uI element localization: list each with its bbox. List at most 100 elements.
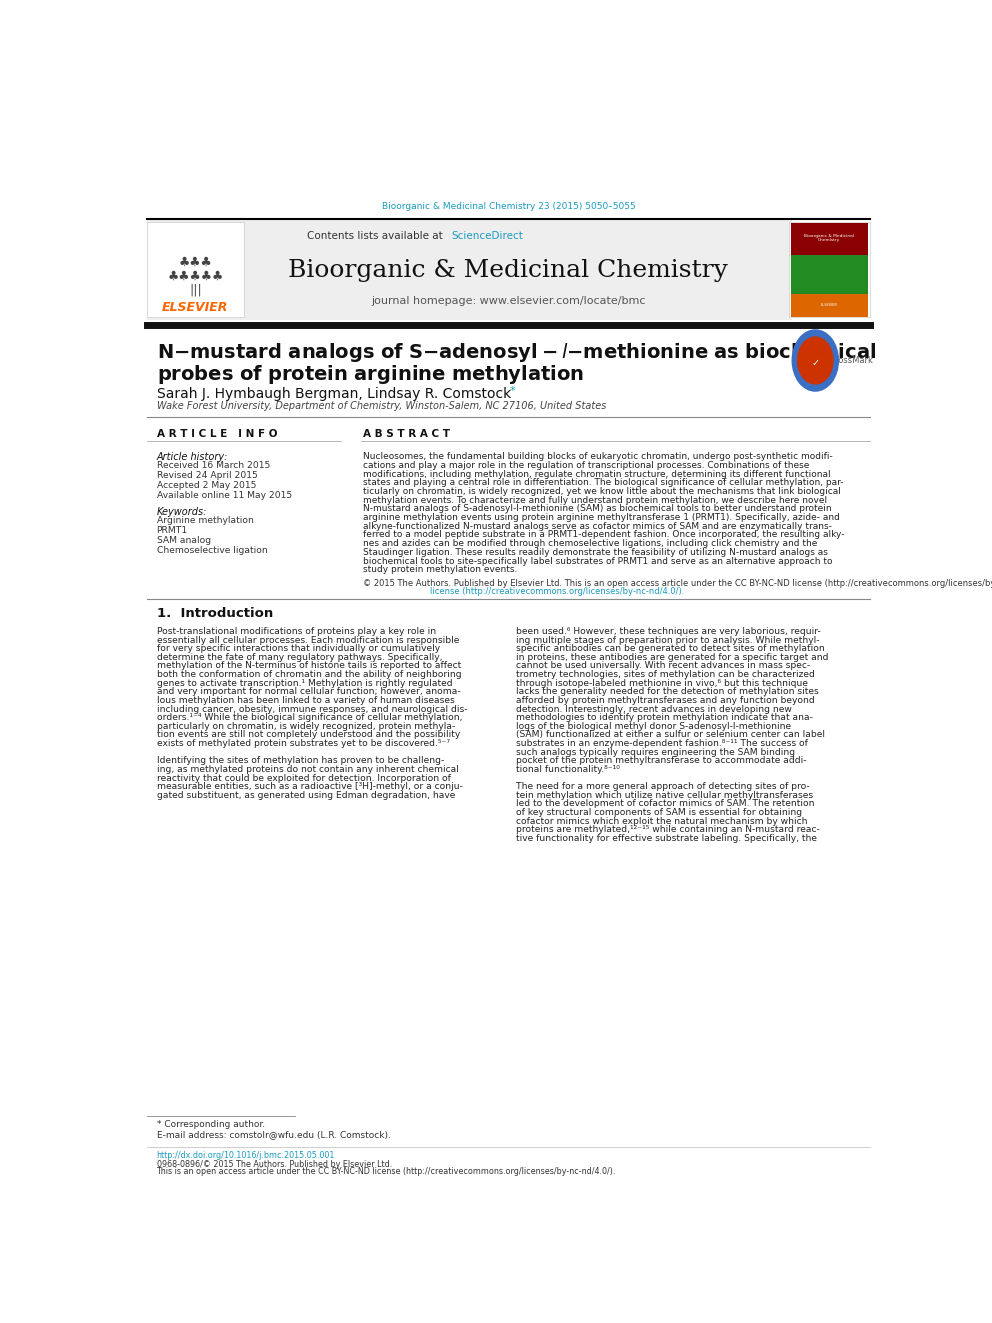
- Text: The need for a more general approach of detecting sites of pro-: The need for a more general approach of …: [516, 782, 809, 791]
- Text: led to the development of cofactor mimics of SAM. The retention: led to the development of cofactor mimic…: [516, 799, 814, 808]
- Text: ♣♣♣
♣♣♣♣♣
|||: ♣♣♣ ♣♣♣♣♣ |||: [168, 255, 223, 296]
- Text: particularly on chromatin, is widely recognized, protein methyla-: particularly on chromatin, is widely rec…: [157, 722, 454, 730]
- Text: tive functionality for effective substrate labeling. Specifically, the: tive functionality for effective substra…: [516, 833, 817, 843]
- FancyBboxPatch shape: [789, 222, 870, 316]
- Text: ELSEVIER: ELSEVIER: [162, 300, 228, 314]
- Text: genes to activate transcription.¹ Methylation is rightly regulated: genes to activate transcription.¹ Methyl…: [157, 679, 452, 688]
- Text: methylation of the N-terminus of histone tails is reported to affect: methylation of the N-terminus of histone…: [157, 662, 461, 671]
- Text: $\mathbf{N}$$\mathbf{-mustard\ analogs\ of\ }$$\mathbf{S}$$\mathbf{-adenosyl-}$$: $\mathbf{N}$$\mathbf{-mustard\ analogs\ …: [157, 341, 876, 364]
- Text: of key structural components of SAM is essential for obtaining: of key structural components of SAM is e…: [516, 808, 803, 818]
- Text: PRMT1: PRMT1: [157, 527, 187, 534]
- Text: tein methylation which utilize native cellular methyltransferases: tein methylation which utilize native ce…: [516, 791, 813, 800]
- Text: methylation events. To characterize and fully understand protein methylation, we: methylation events. To characterize and …: [363, 496, 826, 504]
- Text: afforded by protein methyltransferases and any function beyond: afforded by protein methyltransferases a…: [516, 696, 814, 705]
- Text: cannot be used universally. With recent advances in mass spec-: cannot be used universally. With recent …: [516, 662, 810, 671]
- Text: tional functionality.⁸⁻¹⁰: tional functionality.⁸⁻¹⁰: [516, 765, 620, 774]
- Text: N-mustard analogs of S-adenosyl-l-methionine (SAM) as biochemical tools to bette: N-mustard analogs of S-adenosyl-l-methio…: [363, 504, 831, 513]
- Text: Bioorganic & Medicinal
Chemistry: Bioorganic & Medicinal Chemistry: [805, 234, 854, 242]
- Text: states and playing a central role in differentiation. The biological significanc: states and playing a central role in dif…: [363, 478, 843, 487]
- Text: Contents lists available at: Contents lists available at: [308, 230, 449, 241]
- Text: Post-translational modifications of proteins play a key role in: Post-translational modifications of prot…: [157, 627, 435, 636]
- Text: measurable entities, such as a radioactive [³H]-methyl, or a conju-: measurable entities, such as a radioacti…: [157, 782, 462, 791]
- Circle shape: [793, 329, 838, 392]
- Text: Staudinger ligation. These results readily demonstrate the feasibility of utiliz: Staudinger ligation. These results readi…: [363, 548, 827, 557]
- Text: tion events are still not completely understood and the possibility: tion events are still not completely und…: [157, 730, 460, 740]
- Text: (SAM) functionalized at either a sulfur or selenium center can label: (SAM) functionalized at either a sulfur …: [516, 730, 825, 740]
- Text: lous methylation has been linked to a variety of human diseases: lous methylation has been linked to a va…: [157, 696, 454, 705]
- Text: SAM analog: SAM analog: [157, 536, 210, 545]
- Text: Sarah J. Hymbaugh Bergman, Lindsay R. Comstock: Sarah J. Hymbaugh Bergman, Lindsay R. Co…: [157, 386, 511, 401]
- Text: reactivity that could be exploited for detection. Incorporation of: reactivity that could be exploited for d…: [157, 774, 450, 782]
- FancyBboxPatch shape: [147, 221, 792, 320]
- Text: * Corresponding author.: * Corresponding author.: [157, 1121, 265, 1130]
- Text: http://dx.doi.org/10.1016/j.bmc.2015.05.001: http://dx.doi.org/10.1016/j.bmc.2015.05.…: [157, 1151, 335, 1160]
- Text: modifications, including methylation, regulate chromatin structure, determining : modifications, including methylation, re…: [363, 470, 830, 479]
- Text: substrates in an enzyme-dependent fashion.⁸⁻¹¹ The success of: substrates in an enzyme-dependent fashio…: [516, 740, 808, 747]
- Text: Bioorganic & Medicinal Chemistry: Bioorganic & Medicinal Chemistry: [289, 259, 728, 282]
- Text: pocket of the protein methyltransferase to accommodate addi-: pocket of the protein methyltransferase …: [516, 757, 806, 765]
- Text: exists of methylated protein substrates yet to be discovered.⁵⁻⁷: exists of methylated protein substrates …: [157, 740, 449, 747]
- Text: Article history:: Article history:: [157, 452, 228, 462]
- Text: cations and play a major role in the regulation of transcriptional processes. Co: cations and play a major role in the reg…: [363, 460, 809, 470]
- Text: alkyne-functionalized N-mustard analogs serve as cofactor mimics of SAM and are : alkyne-functionalized N-mustard analogs …: [363, 521, 831, 531]
- Text: detection. Interestingly, recent advances in developing new: detection. Interestingly, recent advance…: [516, 705, 792, 713]
- Text: nes and azides can be modified through chemoselective ligations, including click: nes and azides can be modified through c…: [363, 540, 817, 548]
- Text: Wake Forest University, Department of Chemistry, Winston-Salem, NC 27106, United: Wake Forest University, Department of Ch…: [157, 401, 606, 411]
- Text: A R T I C L E   I N F O: A R T I C L E I N F O: [157, 430, 277, 439]
- Text: 0968-0896/© 2015 The Authors. Published by Elsevier Ltd.: 0968-0896/© 2015 The Authors. Published …: [157, 1160, 392, 1168]
- Text: Arginine methylation: Arginine methylation: [157, 516, 253, 525]
- Text: and very important for normal cellular function; however, anoma-: and very important for normal cellular f…: [157, 687, 460, 696]
- Text: through isotope-labeled methionine in vivo,⁶ but this technique: through isotope-labeled methionine in vi…: [516, 679, 808, 688]
- Text: cofactor mimics which exploit the natural mechanism by which: cofactor mimics which exploit the natura…: [516, 816, 807, 826]
- Text: lacks the generality needed for the detection of methylation sites: lacks the generality needed for the dete…: [516, 687, 819, 696]
- Text: Nucleosomes, the fundamental building blocks of eukaryotic chromatin, undergo po: Nucleosomes, the fundamental building bl…: [363, 452, 832, 462]
- Text: Chemoselective ligation: Chemoselective ligation: [157, 546, 267, 556]
- Text: gated substituent, as generated using Edman degradation, have: gated substituent, as generated using Ed…: [157, 791, 455, 800]
- Text: © 2015 The Authors. Published by Elsevier Ltd. This is an open access article un: © 2015 The Authors. Published by Elsevie…: [363, 578, 992, 587]
- Text: ing, as methylated proteins do not contain any inherent chemical: ing, as methylated proteins do not conta…: [157, 765, 458, 774]
- Text: specific antibodies can be generated to detect sites of methylation: specific antibodies can be generated to …: [516, 644, 825, 654]
- Text: logs of the biological methyl donor S-adenosyl-l-methionine: logs of the biological methyl donor S-ad…: [516, 722, 792, 730]
- FancyBboxPatch shape: [147, 222, 244, 316]
- Text: ticularly on chromatin, is widely recognized, yet we know little about the mecha: ticularly on chromatin, is widely recogn…: [363, 487, 840, 496]
- Text: methodologies to identify protein methylation indicate that ana-: methodologies to identify protein methyl…: [516, 713, 813, 722]
- Text: determine the fate of many regulatory pathways. Specifically,: determine the fate of many regulatory pa…: [157, 652, 442, 662]
- Text: Accepted 2 May 2015: Accepted 2 May 2015: [157, 482, 256, 491]
- Text: ScienceDirect: ScienceDirect: [451, 230, 523, 241]
- Text: including cancer, obesity, immune responses, and neurological dis-: including cancer, obesity, immune respon…: [157, 705, 467, 713]
- Text: trometry technologies, sites of methylation can be characterized: trometry technologies, sites of methylat…: [516, 669, 815, 679]
- Text: ELSEVIER: ELSEVIER: [820, 303, 837, 307]
- Text: in proteins, these antibodies are generated for a specific target and: in proteins, these antibodies are genera…: [516, 652, 828, 662]
- Text: Keywords:: Keywords:: [157, 507, 207, 517]
- Text: journal homepage: www.elsevier.com/locate/bmc: journal homepage: www.elsevier.com/locat…: [371, 296, 646, 306]
- Text: biochemical tools to site-specifically label substrates of PRMT1 and serve as an: biochemical tools to site-specifically l…: [363, 557, 832, 565]
- Text: E-mail address: comstolr@wfu.edu (L.R. Comstock).: E-mail address: comstolr@wfu.edu (L.R. C…: [157, 1130, 391, 1139]
- Text: Revised 24 April 2015: Revised 24 April 2015: [157, 471, 257, 480]
- Text: A B S T R A C T: A B S T R A C T: [363, 430, 449, 439]
- Text: Received 16 March 2015: Received 16 March 2015: [157, 462, 270, 471]
- Text: been used.⁶ However, these techniques are very laborious, requir-: been used.⁶ However, these techniques ar…: [516, 627, 821, 636]
- Text: license (http://creativecommons.org/licenses/by-nc-nd/4.0/).: license (http://creativecommons.org/lice…: [431, 587, 684, 597]
- Text: study protein methylation events.: study protein methylation events.: [363, 565, 517, 574]
- Text: ✓: ✓: [811, 357, 819, 368]
- Text: $\mathbf{probes\ of\ protein\ arginine\ methylation}$: $\mathbf{probes\ of\ protein\ arginine\ …: [157, 363, 583, 386]
- Text: both the conformation of chromatin and the ability of neighboring: both the conformation of chromatin and t…: [157, 669, 461, 679]
- Text: This is an open access article under the CC BY-NC-ND license (http://creativecom: This is an open access article under the…: [157, 1167, 616, 1176]
- FancyBboxPatch shape: [791, 222, 868, 255]
- FancyBboxPatch shape: [791, 294, 868, 316]
- Text: Bioorganic & Medicinal Chemistry 23 (2015) 5050–5055: Bioorganic & Medicinal Chemistry 23 (201…: [382, 202, 635, 210]
- Text: 1.  Introduction: 1. Introduction: [157, 607, 273, 620]
- Text: Available online 11 May 2015: Available online 11 May 2015: [157, 491, 292, 500]
- Text: essentially all cellular processes. Each modification is responsible: essentially all cellular processes. Each…: [157, 635, 459, 644]
- Circle shape: [798, 337, 833, 384]
- Text: such analogs typically requires engineering the SAM binding: such analogs typically requires engineer…: [516, 747, 796, 757]
- Text: ferred to a model peptide substrate in a PRMT1-dependent fashion. Once incorpora: ferred to a model peptide substrate in a…: [363, 531, 844, 540]
- FancyBboxPatch shape: [791, 255, 868, 294]
- Text: CrossMark: CrossMark: [829, 356, 873, 365]
- Text: arginine methylation events using protein arginine methyltransferase 1 (PRMT1). : arginine methylation events using protei…: [363, 513, 839, 523]
- Text: orders.¹⁻⁴ While the biological significance of cellular methylation,: orders.¹⁻⁴ While the biological signific…: [157, 713, 462, 722]
- Text: proteins are methylated,¹²⁻¹⁵ while containing an N-mustard reac-: proteins are methylated,¹²⁻¹⁵ while cont…: [516, 826, 820, 835]
- Text: ing multiple stages of preparation prior to analysis. While methyl-: ing multiple stages of preparation prior…: [516, 635, 819, 644]
- Text: *: *: [510, 385, 516, 396]
- Text: for very specific interactions that individually or cumulatively: for very specific interactions that indi…: [157, 644, 439, 654]
